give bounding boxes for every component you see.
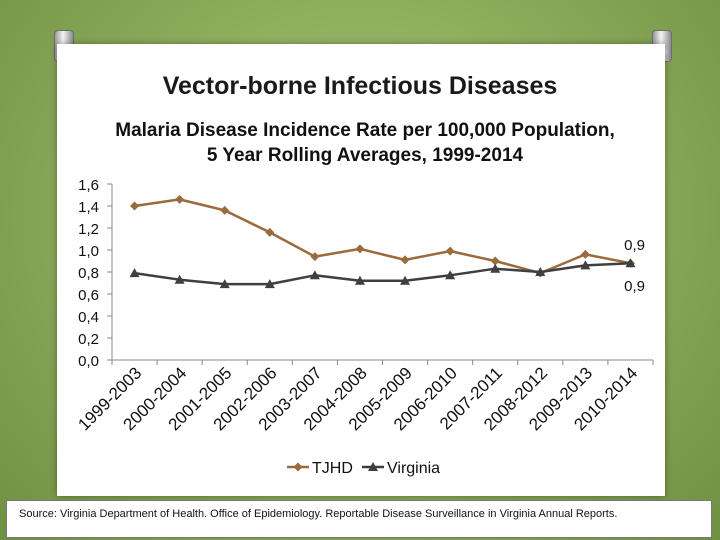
data-point-tjhd <box>355 244 365 254</box>
data-label-virginia: 0,9 <box>624 278 645 295</box>
legend-label-virginia: Virginia <box>387 460 440 477</box>
legend-marker <box>293 462 303 472</box>
slide-card <box>57 44 665 496</box>
data-point-virginia <box>129 268 140 278</box>
y-tick-label: 0,4 <box>78 309 99 326</box>
y-tick-label: 0,0 <box>78 353 99 370</box>
chart-subtitle: Malaria Disease Incidence Rate per 100,0… <box>115 120 615 166</box>
data-point-tjhd <box>490 256 500 266</box>
data-point-tjhd <box>445 246 455 256</box>
data-point-tjhd <box>580 249 590 259</box>
data-point-virginia <box>445 270 456 280</box>
data-point-virginia <box>264 279 275 289</box>
data-point-virginia <box>580 260 591 270</box>
data-point-tjhd <box>400 255 410 265</box>
series-line-virginia <box>134 261 631 286</box>
data-label-tjhd: 0,9 <box>624 237 645 254</box>
slide-title: Vector-borne Infectious Diseases <box>162 72 558 100</box>
y-tick-label: 1,4 <box>78 199 99 216</box>
data-point-virginia <box>535 267 546 276</box>
y-tick-label: 1,0 <box>78 243 99 260</box>
y-tick-label: 1,6 <box>78 177 99 194</box>
data-point-virginia <box>625 258 636 268</box>
y-tick-label: 0,8 <box>78 265 99 282</box>
data-point-tjhd <box>130 201 140 211</box>
data-point-tjhd <box>310 252 320 262</box>
y-tick-label: 1,2 <box>78 221 99 238</box>
data-point-virginia <box>490 263 501 273</box>
legend-label-tjhd: TJHD <box>312 460 353 477</box>
data-point-virginia <box>354 275 365 285</box>
source-note: Source: Virginia Department of Health. O… <box>6 500 712 538</box>
y-tick-label: 0,2 <box>78 331 99 348</box>
series-line-tjhd <box>134 198 631 275</box>
line-chart: 0,00,20,40,60,81,01,21,41,61999-20032000… <box>74 177 654 477</box>
data-point-virginia <box>219 279 230 289</box>
legend-marker <box>368 462 378 471</box>
data-point-tjhd <box>265 227 275 237</box>
data-point-virginia <box>174 274 185 284</box>
data-point-tjhd <box>220 205 230 215</box>
y-tick-label: 0,6 <box>78 287 99 304</box>
data-point-virginia <box>309 270 320 280</box>
data-point-virginia <box>400 275 411 285</box>
data-point-tjhd <box>175 194 185 204</box>
